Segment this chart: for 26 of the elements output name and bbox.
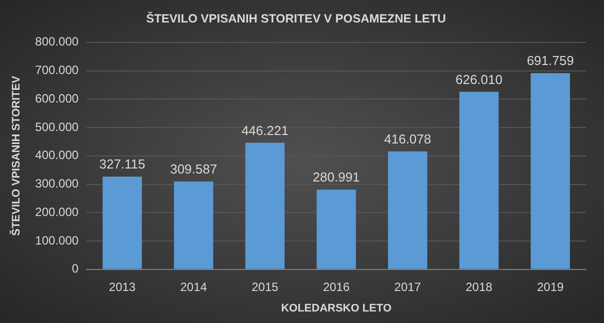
x-tick-label: 2019	[536, 280, 564, 294]
x-tick-label: 2017	[394, 280, 422, 294]
data-label: 446.221	[241, 122, 288, 138]
y-tick-label: 200.000	[35, 204, 79, 219]
x-tick-label: 2013	[108, 280, 136, 294]
x-tick-label: 2014	[180, 280, 208, 294]
chart-title: ŠTEVILO VPISANIH STORITEV V POSAMEZNE LETU	[146, 12, 446, 26]
y-tick-label: 600.000	[35, 91, 79, 106]
x-tick-label: 2016	[322, 280, 350, 294]
x-axis-title: KOLEDARSKO LETO	[281, 302, 392, 314]
y-tick-label: 700.000	[35, 63, 79, 78]
x-tick-label: 2018	[466, 280, 493, 294]
data-label: 416.078	[384, 131, 432, 146]
y-axis-title: ŠTEVILO VPISANIH STORITEV	[10, 75, 23, 236]
x-tick-label: 2015	[252, 280, 279, 294]
data-label: 691.759	[526, 53, 574, 68]
y-tick-label: 0	[72, 262, 79, 276]
y-tick-label: 300.000	[35, 176, 79, 191]
data-label: 626.010	[455, 72, 502, 87]
data-label: 280.991	[312, 170, 360, 185]
y-tick-label: 400.000	[35, 148, 79, 162]
data-label: 327.115	[99, 156, 146, 172]
data-label: 309.587	[170, 162, 218, 177]
y-tick-label: 500.000	[35, 120, 79, 134]
y-tick-label: 100.000	[35, 233, 79, 248]
y-tick-label: 800.000	[35, 34, 79, 49]
